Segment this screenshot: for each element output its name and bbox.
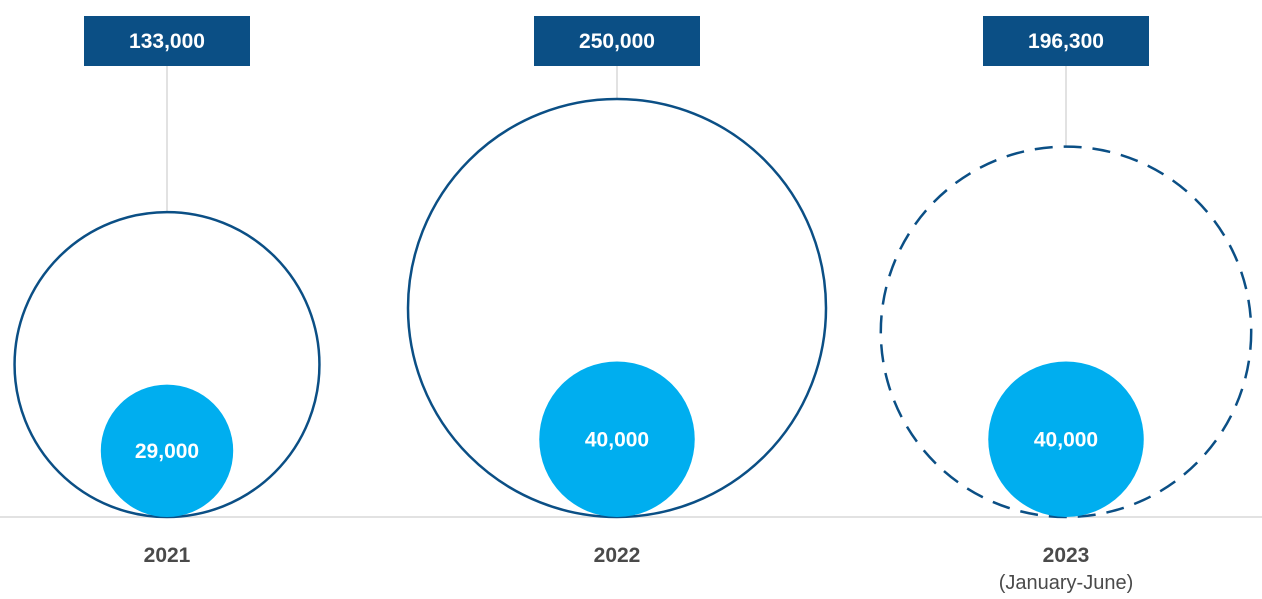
callout-box-2023 xyxy=(983,16,1149,66)
inner-value-label-2022: 40,000 xyxy=(585,428,649,451)
callout-box-2022 xyxy=(534,16,700,66)
category-label-2023: 2023 xyxy=(1043,544,1090,567)
inner-bubble-2023 xyxy=(988,361,1144,517)
inner-bubble-2022 xyxy=(539,361,695,517)
inner-value-label-2023: 40,000 xyxy=(1034,428,1098,451)
callout-box-2021 xyxy=(84,16,250,66)
category-label-2022: 2022 xyxy=(594,544,641,567)
category-label-2021: 2021 xyxy=(144,544,191,567)
inner-bubble-2021 xyxy=(100,384,234,517)
outer-value-label-2022: 250,000 xyxy=(579,30,655,53)
chart-marks: 29,000 133,000 2021 40,000 250,000 2022 40,000… xyxy=(13,16,1253,594)
inner-value-label-2021: 29,000 xyxy=(135,440,199,463)
outer-value-label-2021: 133,000 xyxy=(129,30,205,53)
category-sublabel-2023: (January-June) xyxy=(999,572,1134,594)
outer-bubble-2021 xyxy=(13,210,321,519)
outer-value-label-2023: 196,300 xyxy=(1028,30,1104,53)
